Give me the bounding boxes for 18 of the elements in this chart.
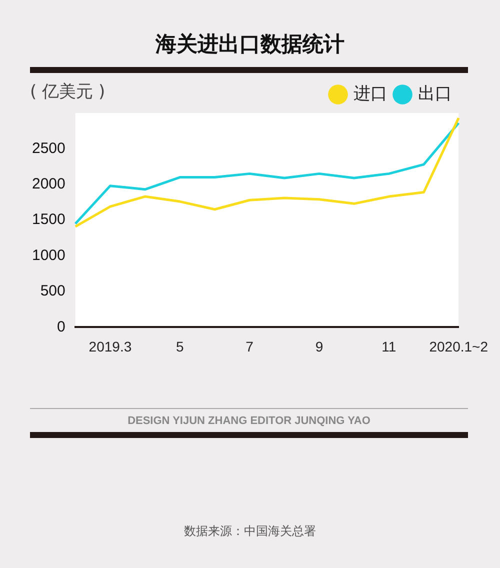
y-axis-title: ( 亿美元 ) xyxy=(30,81,106,103)
y-tick-label: 2000 xyxy=(32,176,66,193)
text: DESIGN YIJUN ZHANG EDITOR JUNQING YAO xyxy=(126,415,372,427)
x-tick-label: 11 xyxy=(382,338,396,354)
y-tick-label: 500 xyxy=(40,282,66,300)
chart-title: 海关进出口数据统计 xyxy=(154,31,346,58)
y-tick-label: 1000 xyxy=(32,246,66,264)
legend-label: 进口 xyxy=(354,84,388,104)
legend-label: 出口 xyxy=(418,84,452,104)
x-tick-label: 2020.1~2 xyxy=(429,338,488,354)
y-tick-label: 1500 xyxy=(32,211,66,228)
x-tick-label: 2019.3 xyxy=(88,338,132,354)
x-tick-label: 7 xyxy=(246,338,254,354)
y-tick-label: 2500 xyxy=(32,140,66,157)
x-tick-label: 9 xyxy=(315,338,324,354)
x-tick-label: 5 xyxy=(176,338,184,354)
y-tick-label: 0 xyxy=(57,318,66,336)
source-note: 数据来源：中国海关总署 xyxy=(183,523,317,540)
